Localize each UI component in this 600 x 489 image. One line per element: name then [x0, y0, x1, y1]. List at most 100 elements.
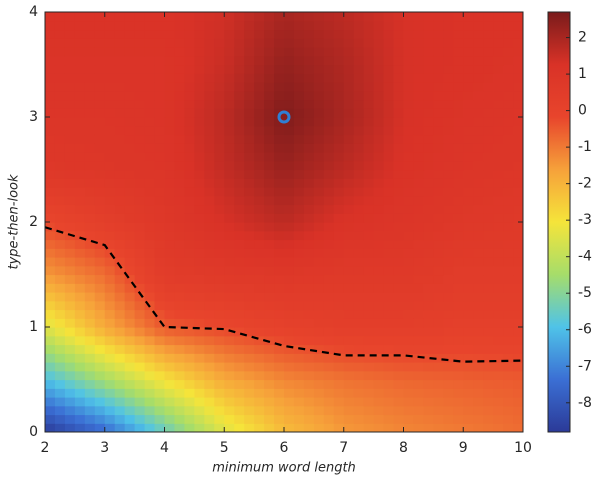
- contour-cell: [284, 82, 295, 92]
- contour-cell: [433, 143, 444, 153]
- contour-cell: [64, 353, 76, 363]
- contour-cell: [473, 274, 484, 284]
- contour-cell: [393, 187, 405, 197]
- contour-cell: [353, 178, 365, 188]
- contour-cell: [214, 230, 225, 241]
- contour-cell: [134, 125, 146, 136]
- contour-cell: [393, 169, 405, 179]
- contour-cell: [333, 265, 345, 276]
- contour-cell: [144, 327, 156, 337]
- contour-cell: [194, 152, 205, 162]
- contour-cell: [503, 370, 514, 381]
- contour-cell: [463, 187, 474, 197]
- contour-cell: [244, 125, 255, 136]
- contour-cell: [254, 82, 265, 92]
- contour-cell: [303, 187, 315, 197]
- contour-cell: [224, 178, 235, 188]
- contour-cell: [443, 353, 454, 363]
- contour-cell: [254, 117, 265, 127]
- contour-cell: [463, 160, 474, 171]
- x-tick-label: 8: [399, 440, 408, 456]
- contour-cell: [353, 414, 365, 424]
- contour-cell: [463, 38, 474, 48]
- contour-cell: [363, 160, 375, 171]
- contour-cell: [473, 370, 484, 381]
- contour-cell: [303, 178, 315, 188]
- contour-cell: [154, 379, 166, 389]
- contour-cell: [483, 423, 494, 432]
- contour-cell: [383, 38, 395, 48]
- contour-cell: [303, 274, 315, 284]
- contour-cell: [94, 222, 106, 232]
- contour-cell: [313, 204, 325, 214]
- contour-cell: [513, 213, 523, 223]
- contour-cell: [254, 178, 265, 188]
- contour-cell: [104, 47, 116, 57]
- contour-cell: [453, 362, 464, 372]
- contour-cell: [164, 265, 176, 276]
- contour-cell: [114, 265, 126, 276]
- contour-cell: [264, 353, 275, 363]
- contour-cell: [433, 370, 444, 381]
- contour-cell: [164, 152, 176, 162]
- contour-cell: [313, 318, 325, 328]
- contour-cell: [373, 397, 385, 407]
- contour-cell: [403, 327, 415, 337]
- contour-cell: [303, 379, 315, 389]
- contour-cell: [134, 99, 146, 109]
- contour-cell: [45, 248, 56, 258]
- contour-cell: [164, 300, 176, 311]
- contour-cell: [134, 82, 146, 92]
- contour-cell: [124, 73, 136, 83]
- contour-cell: [224, 344, 235, 354]
- contour-cell: [403, 248, 415, 258]
- contour-cell: [264, 29, 275, 39]
- contour-cell: [293, 414, 305, 424]
- contour-cell: [254, 73, 265, 83]
- contour-cell: [114, 335, 126, 346]
- contour-cell: [373, 55, 385, 66]
- contour-cell: [274, 213, 285, 223]
- contour-cell: [94, 300, 106, 311]
- contour-cell: [343, 379, 355, 389]
- contour-cell: [473, 309, 484, 319]
- contour-cell: [443, 134, 454, 144]
- contour-cell: [333, 99, 345, 109]
- contour-cell: [303, 160, 315, 171]
- contour-cell: [154, 169, 166, 179]
- contour-cell: [463, 230, 474, 241]
- contour-cell: [204, 370, 215, 381]
- contour-cell: [244, 178, 255, 188]
- contour-cell: [274, 397, 285, 407]
- contour-cell: [54, 370, 66, 381]
- contour-cell: [164, 64, 176, 74]
- contour-cell: [423, 169, 434, 179]
- contour-cell: [94, 257, 106, 267]
- contour-cell: [114, 414, 126, 424]
- contour-cell: [264, 213, 275, 223]
- contour-cell: [124, 47, 136, 57]
- contour-cell: [453, 370, 464, 381]
- contour-cell: [393, 292, 405, 302]
- contour-cell: [323, 362, 335, 372]
- contour-cell: [433, 335, 444, 346]
- contour-cell: [373, 265, 385, 276]
- contour-cell: [174, 292, 186, 302]
- contour-cell: [94, 29, 106, 39]
- contour-cell: [194, 64, 205, 74]
- contour-cell: [254, 257, 265, 267]
- contour-cell: [443, 248, 454, 258]
- contour-cell: [164, 169, 176, 179]
- contour-cell: [453, 73, 464, 83]
- contour-cell: [284, 353, 295, 363]
- contour-cell: [194, 29, 205, 39]
- contour-cell: [453, 204, 464, 214]
- contour-cell: [293, 125, 305, 136]
- contour-cell: [134, 405, 146, 416]
- contour-cell: [473, 388, 484, 398]
- contour-cell: [254, 309, 265, 319]
- contour-cell: [443, 187, 454, 197]
- contour-cell: [323, 82, 335, 92]
- contour-cell: [323, 47, 335, 57]
- contour-cell: [373, 388, 385, 398]
